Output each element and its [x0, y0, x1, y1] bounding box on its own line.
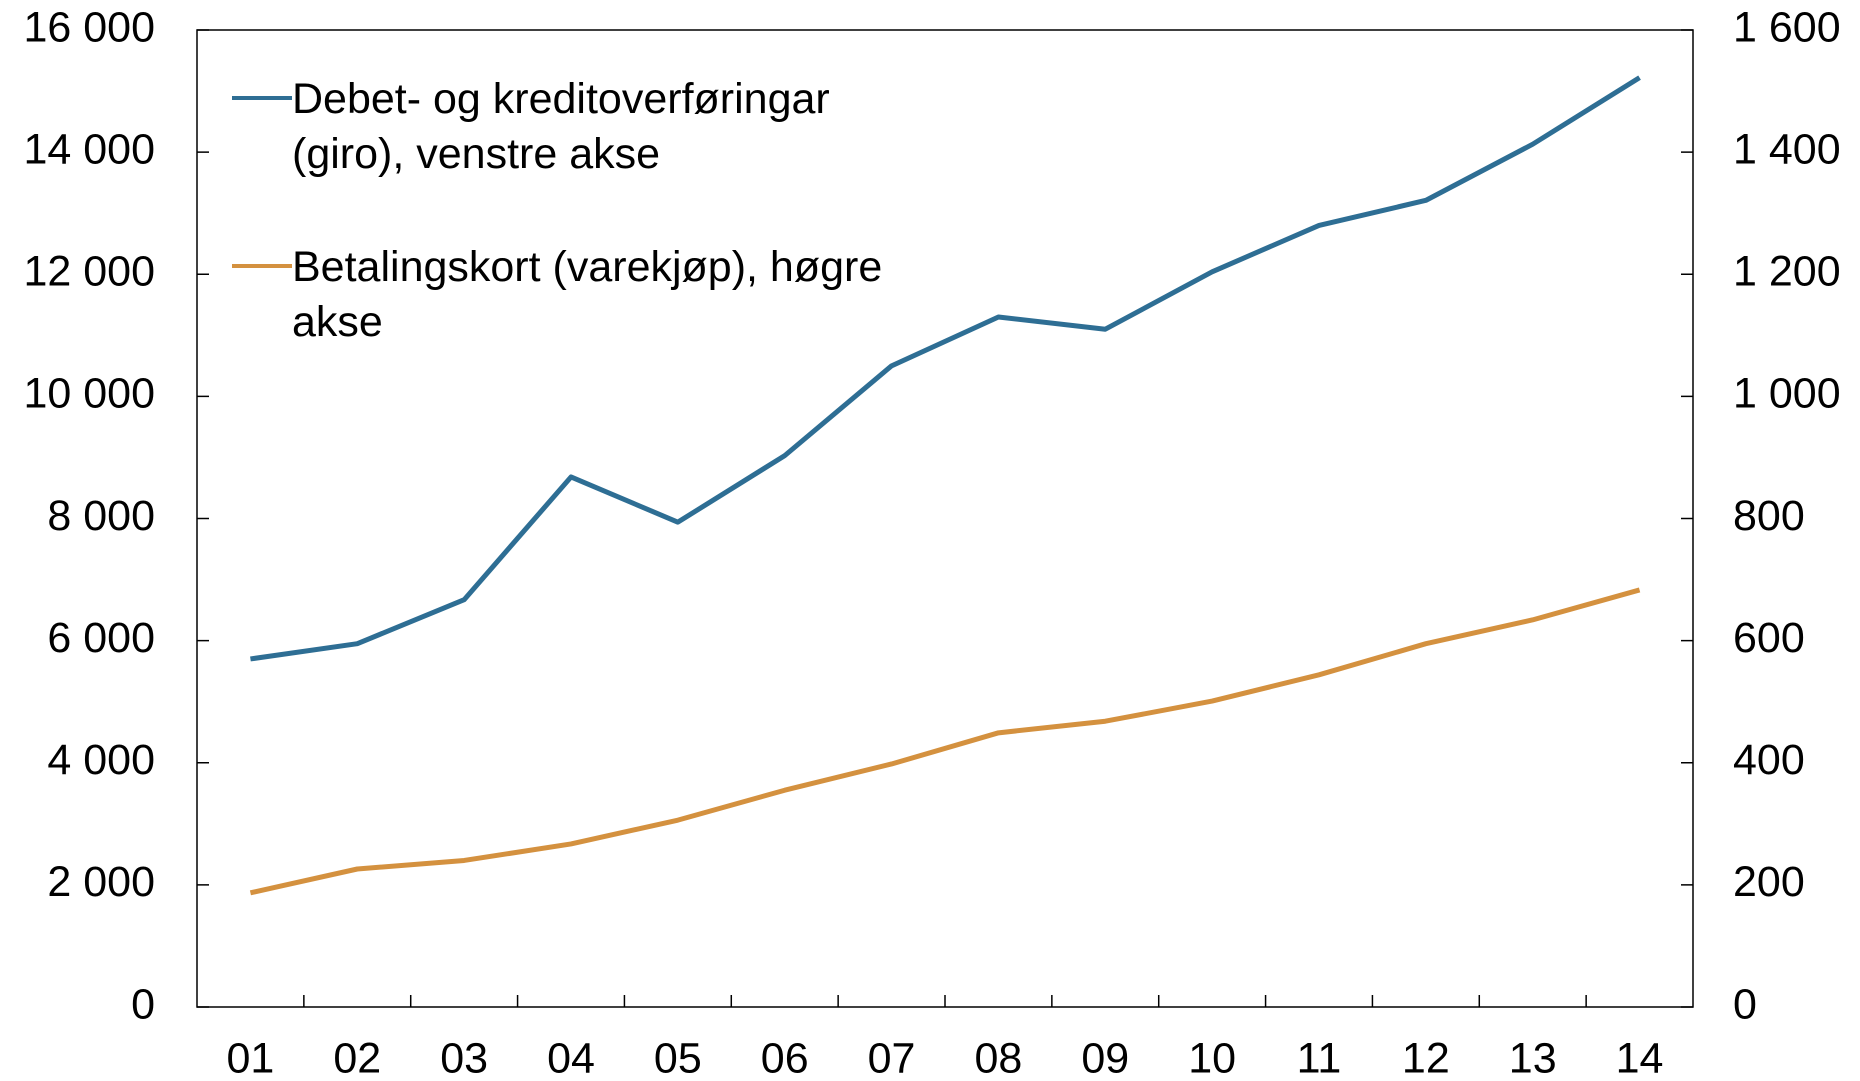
legend-swatch [232, 96, 292, 100]
y-tick-label: 4 000 [47, 736, 155, 784]
y2-tick-label: 1 200 [1733, 248, 1841, 296]
y2-tick-label: 0 [1733, 980, 1757, 1028]
y2-tick-label: 1 600 [1733, 3, 1841, 51]
x-tick-label: 13 [1509, 1034, 1557, 1081]
x-tick-label: 08 [975, 1034, 1023, 1081]
series-line [250, 75, 1641, 662]
y2-tick-label: 400 [1733, 736, 1805, 784]
y2-tick-label: 1 000 [1733, 370, 1841, 418]
x-tick-label: 12 [1402, 1034, 1450, 1081]
x-tick-label: 05 [654, 1034, 702, 1081]
x-tick-label: 03 [440, 1034, 488, 1081]
y-tick-label: 6 000 [47, 614, 155, 662]
y2-tick-label: 800 [1733, 492, 1805, 540]
y-tick-label: 2 000 [47, 858, 155, 906]
y-tick-label: 8 000 [47, 492, 155, 540]
x-tick-label: 09 [1081, 1034, 1129, 1081]
x-tick-label: 10 [1188, 1034, 1236, 1081]
x-tick-label: 07 [868, 1034, 916, 1081]
x-tick-label: 04 [547, 1034, 595, 1081]
x-tick-label: 14 [1616, 1034, 1664, 1081]
y2-tick-label: 200 [1733, 858, 1805, 906]
x-tick-label: 06 [761, 1034, 809, 1081]
x-tick-label: 02 [333, 1034, 381, 1081]
y-tick-label: 14 000 [23, 125, 155, 173]
legend-label: Betalingskort (varekjøp), høgre akse [292, 243, 883, 346]
y2-tick-label: 1 400 [1733, 125, 1841, 173]
series-line [249, 587, 1641, 896]
x-tick-label: 01 [227, 1034, 275, 1081]
legend-label: Debet- og kreditoverføringar (giro), ven… [292, 75, 830, 178]
x-tick-label: 11 [1297, 1034, 1342, 1081]
y-tick-label: 16 000 [23, 3, 155, 51]
y-tick-label: 10 000 [23, 370, 155, 418]
y-tick-label: 12 000 [23, 248, 155, 296]
y2-tick-label: 600 [1733, 614, 1805, 662]
legend-swatch [232, 264, 292, 268]
y-tick-label: 0 [131, 980, 155, 1028]
